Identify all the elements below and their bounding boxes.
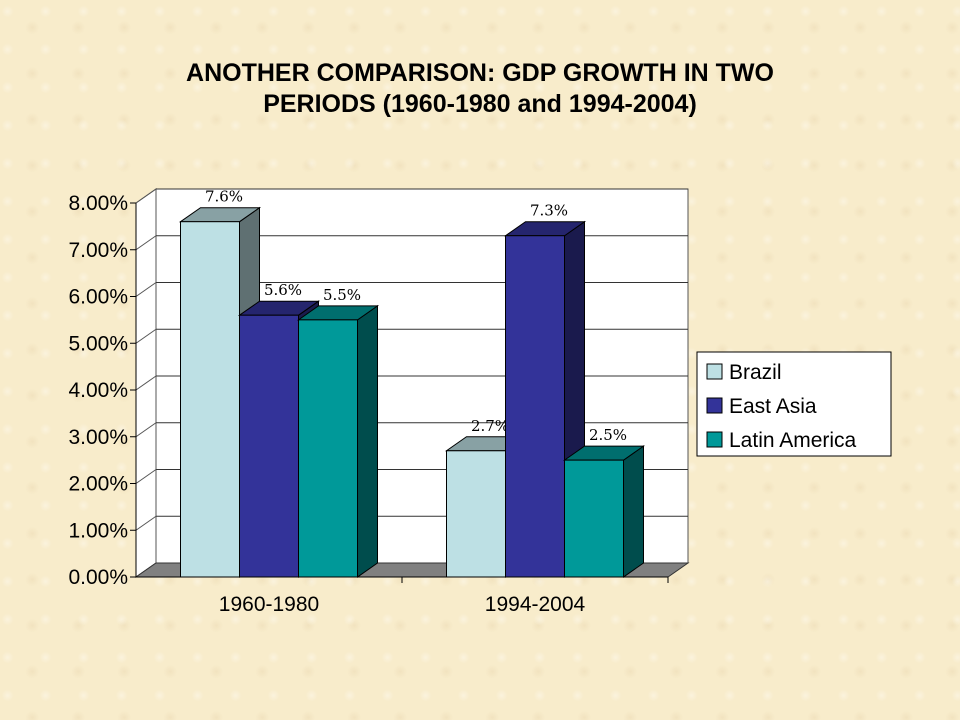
gridline-side <box>135 515 157 531</box>
legend-swatch <box>706 363 723 380</box>
bar <box>505 235 565 578</box>
x-tick-label: 1994-2004 <box>485 593 586 616</box>
legend-swatch <box>706 397 723 414</box>
gridline-side <box>135 188 157 204</box>
gridline-side <box>135 422 157 438</box>
bar-side <box>623 445 644 578</box>
data-label: 7.3% <box>530 202 568 220</box>
bar <box>239 314 299 578</box>
bar <box>446 450 506 578</box>
legend-swatch <box>706 431 723 448</box>
y-tick-label: 6.00% <box>68 286 128 309</box>
y-tick-label: 2.00% <box>68 473 128 496</box>
y-tick-label: 3.00% <box>68 426 128 449</box>
legend-label: Brazil <box>729 361 782 384</box>
gridline-side <box>135 282 157 297</box>
data-label: 5.6% <box>264 281 302 299</box>
y-tick-label: 0.00% <box>68 566 128 589</box>
gridline-side <box>135 375 157 391</box>
y-tick-label: 1.00% <box>68 519 128 542</box>
bar-side <box>357 304 378 578</box>
gridline-side <box>135 328 157 344</box>
bar <box>180 221 240 578</box>
chart-title: ANOTHER COMPARISON: GDP GROWTH IN TWO PE… <box>0 58 960 120</box>
legend-label: Latin America <box>729 429 857 452</box>
y-tick-label: 5.00% <box>68 332 128 355</box>
bar <box>298 319 358 578</box>
y-tick-label: 4.00% <box>68 379 128 402</box>
bar <box>564 459 624 578</box>
x-tick-label: 1960-1980 <box>219 593 319 616</box>
data-label: 2.5% <box>589 426 627 444</box>
y-tick-label: 7.00% <box>68 239 128 262</box>
legend-label: East Asia <box>729 395 817 418</box>
y-tick-label: 8.00% <box>68 192 128 215</box>
data-label: 5.5% <box>323 286 361 304</box>
gridline-side <box>135 469 157 484</box>
gridline-side <box>135 235 157 251</box>
legend <box>696 351 892 457</box>
chart-title-line-2: PERIODS (1960-1980 and 1994-2004) <box>263 90 697 118</box>
data-label: 7.6% <box>205 188 243 206</box>
data-label: 2.7% <box>471 417 509 435</box>
chart-title-line-1: ANOTHER COMPARISON: GDP GROWTH IN TWO <box>186 59 774 87</box>
